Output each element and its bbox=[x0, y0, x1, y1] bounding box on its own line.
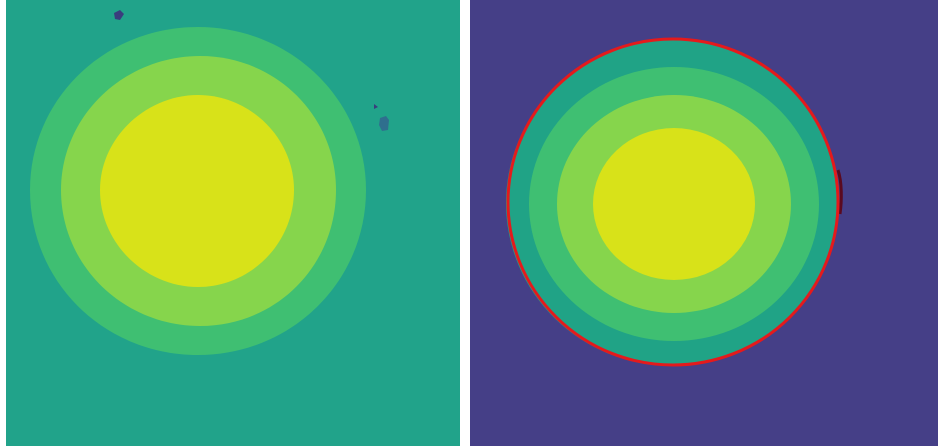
right-contour-plot bbox=[470, 0, 938, 446]
left-contour-panel bbox=[6, 0, 460, 446]
right-core-level-4 bbox=[593, 128, 755, 280]
speck-right-small bbox=[374, 104, 378, 109]
red-outline-circle bbox=[506, 37, 840, 367]
right-outline-shadow bbox=[836, 169, 843, 215]
speck-right-blob bbox=[379, 116, 389, 131]
left-contour-plot bbox=[6, 0, 460, 446]
speck-top bbox=[114, 10, 124, 20]
left-core-level-4 bbox=[100, 95, 294, 287]
right-contour-panel bbox=[470, 0, 938, 446]
